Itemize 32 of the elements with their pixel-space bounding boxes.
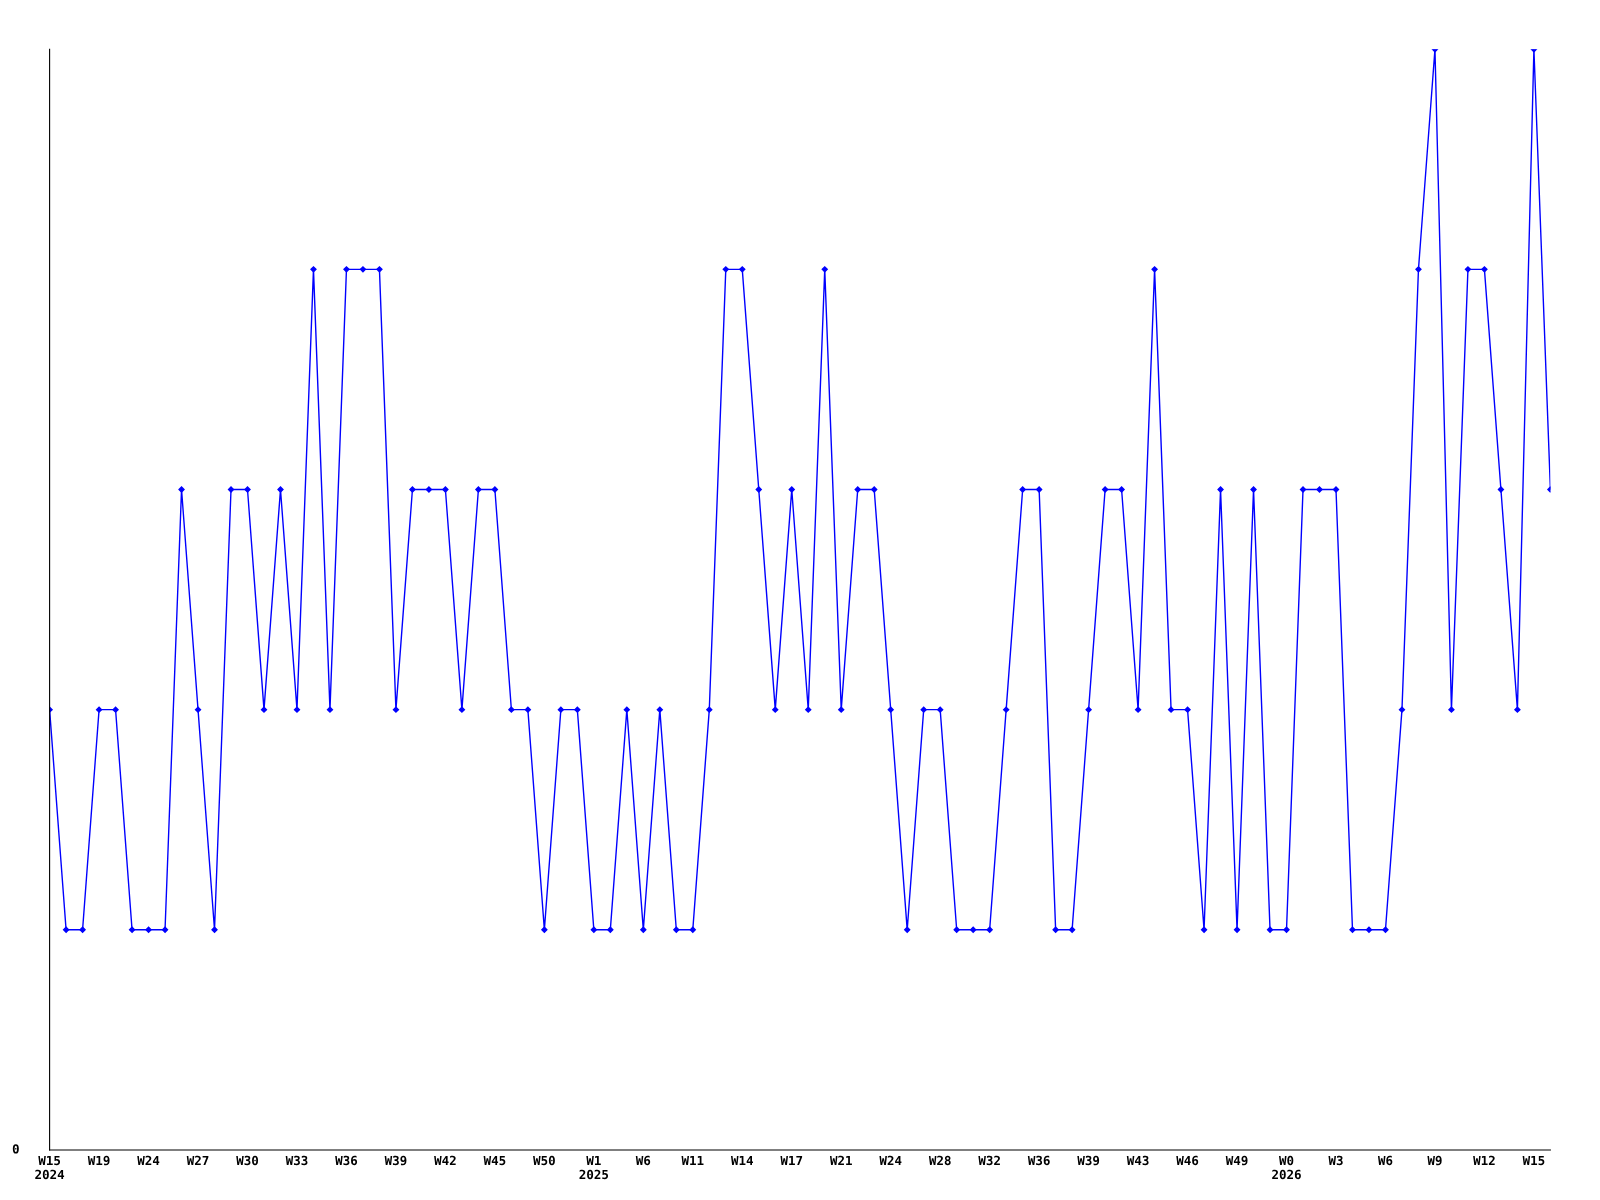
x-tick-label: W39: [1077, 1155, 1100, 1166]
x-tick-label: W15: [1522, 1155, 1545, 1166]
x-tick-label: W36: [1027, 1155, 1050, 1166]
x-tick-label: W32: [978, 1155, 1000, 1166]
x-tick-label: W49: [1225, 1155, 1248, 1166]
x-tick-label: W30: [236, 1155, 259, 1166]
x-tick-label: W11: [681, 1155, 704, 1166]
x-tick-label: W12: [1473, 1155, 1495, 1166]
x-tick-label: W27: [186, 1155, 209, 1166]
x-tick-label: W1 2025: [579, 1155, 609, 1180]
x-tick-label: W21: [829, 1155, 852, 1166]
x-tick-label: W24: [137, 1155, 160, 1166]
x-tick-label: W46: [1176, 1155, 1199, 1166]
x-tick-label: W24: [879, 1155, 902, 1166]
x-tick-label: W42: [434, 1155, 456, 1166]
x-tick-label: W0 2026: [1272, 1155, 1301, 1180]
x-tick-label: W33: [285, 1155, 308, 1166]
text: 0: [12, 1144, 19, 1154]
x-tick-label: W28: [928, 1155, 951, 1166]
x-tick-label: W14: [730, 1155, 753, 1166]
x-tick-label: W6: [635, 1155, 651, 1166]
x-tick-label: W50: [533, 1155, 555, 1166]
x-tick-label: W3: [1328, 1155, 1343, 1166]
x-tick-label: W19: [87, 1155, 110, 1166]
x-tick-label: W6: [1377, 1155, 1393, 1166]
x-tick-label: W17: [780, 1155, 803, 1166]
x-tick-label: W15 2024: [35, 1155, 65, 1180]
x-tick-label: W9: [1427, 1155, 1442, 1166]
x-tick-label: W39: [384, 1155, 407, 1166]
x-tick-label: W45: [483, 1155, 506, 1166]
x-tick-label: W43: [1126, 1155, 1149, 1166]
x-tick-label: W36: [335, 1155, 358, 1166]
